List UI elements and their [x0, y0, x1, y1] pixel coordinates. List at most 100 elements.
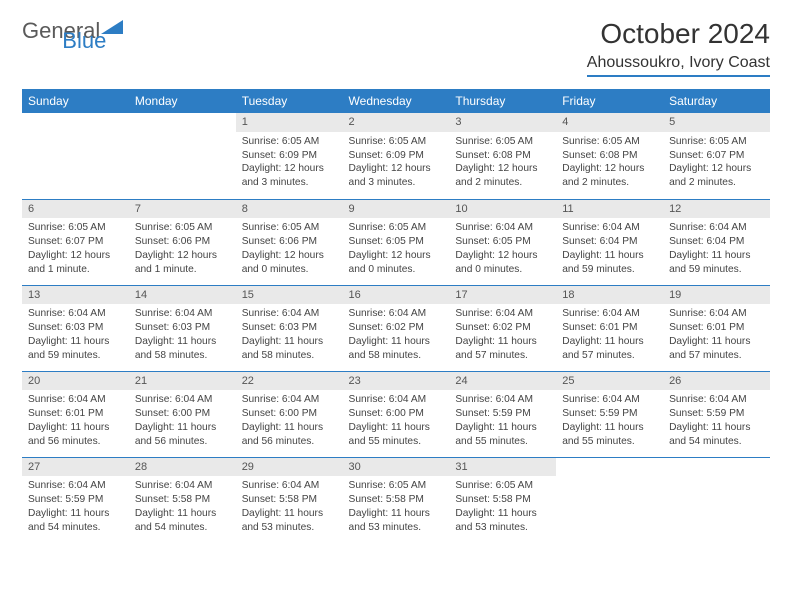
calendar-day-cell: 16Sunrise: 6:04 AMSunset: 6:02 PMDayligh… [343, 285, 450, 371]
day-details: Sunrise: 6:05 AMSunset: 6:09 PMDaylight:… [236, 132, 343, 194]
calendar-day-cell: 2Sunrise: 6:05 AMSunset: 6:09 PMDaylight… [343, 113, 450, 199]
day-number: 25 [556, 372, 663, 391]
calendar-day-cell: 6Sunrise: 6:05 AMSunset: 6:07 PMDaylight… [22, 199, 129, 285]
weekday-header: Sunday [22, 89, 129, 113]
day-details: Sunrise: 6:05 AMSunset: 5:58 PMDaylight:… [343, 476, 450, 538]
calendar-day-cell: 17Sunrise: 6:04 AMSunset: 6:02 PMDayligh… [449, 285, 556, 371]
day-details: Sunrise: 6:04 AMSunset: 5:59 PMDaylight:… [22, 476, 129, 538]
day-details: Sunrise: 6:04 AMSunset: 5:59 PMDaylight:… [556, 390, 663, 452]
calendar-day-cell: 8Sunrise: 6:05 AMSunset: 6:06 PMDaylight… [236, 199, 343, 285]
day-number: 1 [236, 113, 343, 132]
header: General Blue October 2024 Ahoussoukro, I… [22, 18, 770, 77]
day-details: Sunrise: 6:05 AMSunset: 6:07 PMDaylight:… [22, 218, 129, 280]
day-details: Sunrise: 6:05 AMSunset: 6:05 PMDaylight:… [343, 218, 450, 280]
day-number: 4 [556, 113, 663, 132]
calendar-week-row: ....1Sunrise: 6:05 AMSunset: 6:09 PMDayl… [22, 113, 770, 199]
calendar-day-cell: .. [22, 113, 129, 199]
calendar-day-cell: 27Sunrise: 6:04 AMSunset: 5:59 PMDayligh… [22, 457, 129, 543]
calendar-body: ....1Sunrise: 6:05 AMSunset: 6:09 PMDayl… [22, 113, 770, 543]
calendar-day-cell: 1Sunrise: 6:05 AMSunset: 6:09 PMDaylight… [236, 113, 343, 199]
day-details: Sunrise: 6:05 AMSunset: 6:06 PMDaylight:… [236, 218, 343, 280]
calendar-day-cell: 25Sunrise: 6:04 AMSunset: 5:59 PMDayligh… [556, 371, 663, 457]
weekday-header: Wednesday [343, 89, 450, 113]
day-details: Sunrise: 6:04 AMSunset: 6:03 PMDaylight:… [236, 304, 343, 366]
day-number: 23 [343, 372, 450, 391]
calendar-day-cell: 22Sunrise: 6:04 AMSunset: 6:00 PMDayligh… [236, 371, 343, 457]
calendar-day-cell: 30Sunrise: 6:05 AMSunset: 5:58 PMDayligh… [343, 457, 450, 543]
calendar-day-cell: 24Sunrise: 6:04 AMSunset: 5:59 PMDayligh… [449, 371, 556, 457]
calendar-day-cell: 18Sunrise: 6:04 AMSunset: 6:01 PMDayligh… [556, 285, 663, 371]
calendar-day-cell: 11Sunrise: 6:04 AMSunset: 6:04 PMDayligh… [556, 199, 663, 285]
day-details: Sunrise: 6:05 AMSunset: 5:58 PMDaylight:… [449, 476, 556, 538]
calendar-day-cell: 5Sunrise: 6:05 AMSunset: 6:07 PMDaylight… [663, 113, 770, 199]
calendar-day-cell: 12Sunrise: 6:04 AMSunset: 6:04 PMDayligh… [663, 199, 770, 285]
day-number: 28 [129, 458, 236, 477]
calendar-week-row: 6Sunrise: 6:05 AMSunset: 6:07 PMDaylight… [22, 199, 770, 285]
calendar-week-row: 13Sunrise: 6:04 AMSunset: 6:03 PMDayligh… [22, 285, 770, 371]
day-number: 12 [663, 200, 770, 219]
calendar-day-cell: 13Sunrise: 6:04 AMSunset: 6:03 PMDayligh… [22, 285, 129, 371]
day-details: Sunrise: 6:04 AMSunset: 6:00 PMDaylight:… [236, 390, 343, 452]
day-details: Sunrise: 6:04 AMSunset: 6:05 PMDaylight:… [449, 218, 556, 280]
day-details: Sunrise: 6:04 AMSunset: 5:58 PMDaylight:… [129, 476, 236, 538]
day-number: 2 [343, 113, 450, 132]
day-details: Sunrise: 6:04 AMSunset: 5:58 PMDaylight:… [236, 476, 343, 538]
weekday-header-row: Sunday Monday Tuesday Wednesday Thursday… [22, 89, 770, 113]
calendar-day-cell: 3Sunrise: 6:05 AMSunset: 6:08 PMDaylight… [449, 113, 556, 199]
day-number: 10 [449, 200, 556, 219]
logo: General Blue [22, 18, 170, 44]
day-details: Sunrise: 6:04 AMSunset: 6:03 PMDaylight:… [22, 304, 129, 366]
day-number: 7 [129, 200, 236, 219]
day-number: 22 [236, 372, 343, 391]
location-label: Ahoussoukro, Ivory Coast [587, 54, 770, 71]
day-details: Sunrise: 6:04 AMSunset: 5:59 PMDaylight:… [663, 390, 770, 452]
calendar-day-cell: 19Sunrise: 6:04 AMSunset: 6:01 PMDayligh… [663, 285, 770, 371]
calendar-day-cell: 29Sunrise: 6:04 AMSunset: 5:58 PMDayligh… [236, 457, 343, 543]
calendar-day-cell: 26Sunrise: 6:04 AMSunset: 5:59 PMDayligh… [663, 371, 770, 457]
calendar-day-cell: 20Sunrise: 6:04 AMSunset: 6:01 PMDayligh… [22, 371, 129, 457]
day-number: 15 [236, 286, 343, 305]
weekday-header: Friday [556, 89, 663, 113]
logo-text-blue: Blue [62, 28, 106, 53]
calendar-week-row: 27Sunrise: 6:04 AMSunset: 5:59 PMDayligh… [22, 457, 770, 543]
day-details: Sunrise: 6:04 AMSunset: 6:02 PMDaylight:… [449, 304, 556, 366]
day-number: 9 [343, 200, 450, 219]
day-details: Sunrise: 6:04 AMSunset: 5:59 PMDaylight:… [449, 390, 556, 452]
day-number: 26 [663, 372, 770, 391]
calendar-day-cell: 31Sunrise: 6:05 AMSunset: 5:58 PMDayligh… [449, 457, 556, 543]
day-details: Sunrise: 6:04 AMSunset: 6:00 PMDaylight:… [343, 390, 450, 452]
calendar-day-cell: 14Sunrise: 6:04 AMSunset: 6:03 PMDayligh… [129, 285, 236, 371]
day-number: 21 [129, 372, 236, 391]
calendar-day-cell: .. [129, 113, 236, 199]
calendar-day-cell: 10Sunrise: 6:04 AMSunset: 6:05 PMDayligh… [449, 199, 556, 285]
day-number: 27 [22, 458, 129, 477]
day-details: Sunrise: 6:04 AMSunset: 6:01 PMDaylight:… [22, 390, 129, 452]
title-block: October 2024 Ahoussoukro, Ivory Coast [587, 18, 770, 77]
weekday-header: Saturday [663, 89, 770, 113]
day-details: Sunrise: 6:05 AMSunset: 6:06 PMDaylight:… [129, 218, 236, 280]
calendar-day-cell: 4Sunrise: 6:05 AMSunset: 6:08 PMDaylight… [556, 113, 663, 199]
day-number: 5 [663, 113, 770, 132]
weekday-header: Monday [129, 89, 236, 113]
day-details: Sunrise: 6:04 AMSunset: 6:04 PMDaylight:… [663, 218, 770, 280]
day-details: Sunrise: 6:05 AMSunset: 6:07 PMDaylight:… [663, 132, 770, 194]
day-number: 17 [449, 286, 556, 305]
day-number: 16 [343, 286, 450, 305]
day-number: 30 [343, 458, 450, 477]
weekday-header: Tuesday [236, 89, 343, 113]
day-number: 11 [556, 200, 663, 219]
weekday-header: Thursday [449, 89, 556, 113]
calendar-day-cell: 7Sunrise: 6:05 AMSunset: 6:06 PMDaylight… [129, 199, 236, 285]
day-details: Sunrise: 6:04 AMSunset: 6:01 PMDaylight:… [556, 304, 663, 366]
day-number: 6 [22, 200, 129, 219]
calendar-day-cell: .. [663, 457, 770, 543]
day-details: Sunrise: 6:05 AMSunset: 6:08 PMDaylight:… [556, 132, 663, 194]
calendar-day-cell: 21Sunrise: 6:04 AMSunset: 6:00 PMDayligh… [129, 371, 236, 457]
day-number: 24 [449, 372, 556, 391]
day-details: Sunrise: 6:04 AMSunset: 6:02 PMDaylight:… [343, 304, 450, 366]
day-number: 31 [449, 458, 556, 477]
calendar-day-cell: 23Sunrise: 6:04 AMSunset: 6:00 PMDayligh… [343, 371, 450, 457]
day-details: Sunrise: 6:04 AMSunset: 6:03 PMDaylight:… [129, 304, 236, 366]
day-details: Sunrise: 6:05 AMSunset: 6:08 PMDaylight:… [449, 132, 556, 194]
day-details: Sunrise: 6:04 AMSunset: 6:00 PMDaylight:… [129, 390, 236, 452]
